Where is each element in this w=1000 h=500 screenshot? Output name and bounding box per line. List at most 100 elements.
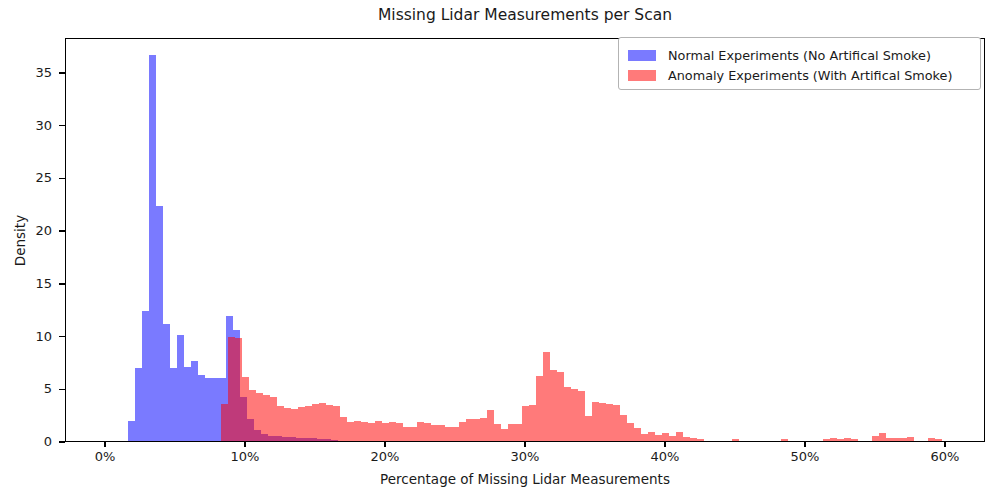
histogram-bar [872, 436, 879, 441]
histogram-bar [837, 439, 844, 441]
histogram-bar [375, 421, 382, 441]
legend: Normal Experiments (No Artifical Smoke) … [618, 37, 981, 90]
histogram-bar [627, 423, 634, 441]
histogram-bar [844, 438, 851, 441]
histogram-bar [606, 404, 613, 441]
x-axis-label: Percentage of Missing Lidar Measurements [65, 471, 985, 487]
histogram-bar [424, 423, 431, 441]
histogram-bar [263, 395, 270, 441]
histogram-bar [361, 422, 368, 441]
histogram-bar [634, 428, 641, 441]
histogram-bar [676, 432, 683, 441]
chart-title: Missing Lidar Measurements per Scan [65, 6, 985, 24]
histogram-bar [893, 438, 900, 441]
histogram-bar [683, 437, 690, 441]
y-tick-mark [59, 389, 65, 391]
histogram-bar [389, 422, 396, 441]
histogram-bar [319, 403, 326, 441]
legend-entry-anomaly: Anomaly Experiments (With Artifical Smok… [628, 65, 980, 85]
histogram-bar [522, 406, 529, 441]
histogram-bar [907, 437, 914, 441]
y-tick-mark [59, 283, 65, 285]
y-tick-mark [59, 230, 65, 232]
y-tick-mark [59, 178, 65, 180]
histogram-bar [697, 439, 704, 441]
anomaly-series-layer [66, 39, 984, 441]
y-tick-label: 15 [0, 276, 52, 292]
histogram-bar [851, 439, 858, 441]
histogram-bar [354, 421, 361, 441]
histogram-bar [452, 427, 459, 441]
histogram-bar [515, 424, 522, 441]
histogram-bar [298, 407, 305, 441]
histogram-bar [417, 422, 424, 441]
x-tick-label: 10% [215, 449, 275, 464]
figure: Missing Lidar Measurements per Scan Dens… [0, 0, 1000, 500]
histogram-bar [326, 405, 333, 441]
histogram-bar [291, 409, 298, 441]
y-axis-label: Density [12, 209, 29, 273]
histogram-bar [879, 433, 886, 441]
legend-entry-normal: Normal Experiments (No Artifical Smoke) [628, 45, 980, 65]
histogram-bar [508, 424, 515, 441]
histogram-bar [431, 425, 438, 441]
x-tick-mark [804, 442, 806, 447]
histogram-bar [333, 406, 340, 441]
histogram-bar [396, 423, 403, 441]
histogram-bar [501, 429, 508, 441]
histogram-bar [347, 422, 354, 441]
histogram-bar [648, 432, 655, 441]
histogram-bar [550, 370, 557, 441]
y-tick-label: 30 [0, 118, 52, 134]
histogram-bar [900, 438, 907, 441]
histogram-bar [529, 405, 536, 441]
histogram-bar [830, 438, 837, 441]
histogram-bar [480, 418, 487, 441]
y-tick-mark [59, 336, 65, 338]
histogram-bar [277, 406, 284, 441]
histogram-bar [592, 402, 599, 441]
x-tick-mark [104, 442, 106, 447]
histogram-bar [564, 387, 571, 441]
histogram-bar [571, 389, 578, 441]
y-tick-mark [59, 72, 65, 74]
x-tick-label: 0% [75, 449, 135, 464]
histogram-bar [445, 427, 452, 441]
histogram-bar [886, 438, 893, 441]
histogram-bar [242, 377, 249, 441]
histogram-bar [732, 439, 739, 441]
histogram-bar [270, 397, 277, 441]
histogram-bar [466, 419, 473, 441]
y-tick-label: 10 [0, 329, 52, 345]
histogram-bar [823, 439, 830, 441]
histogram-bar [557, 372, 564, 441]
histogram-bar [473, 419, 480, 441]
x-tick-label: 30% [495, 449, 555, 464]
anomaly-series-swatch [628, 70, 656, 81]
y-tick-mark [59, 441, 65, 443]
histogram-bar [928, 438, 935, 441]
x-tick-label: 50% [775, 449, 835, 464]
histogram-bar [494, 424, 501, 441]
histogram-bar [228, 337, 235, 441]
legend-label-normal: Normal Experiments (No Artifical Smoke) [668, 48, 931, 63]
histogram-bar [403, 427, 410, 441]
histogram-bar [935, 439, 942, 441]
histogram-bar [662, 433, 669, 441]
histogram-bar [438, 425, 445, 441]
y-tick-mark [59, 125, 65, 127]
histogram-bar [781, 439, 788, 441]
histogram-bar [669, 436, 676, 441]
legend-label-anomaly: Anomaly Experiments (With Artifical Smok… [668, 68, 952, 83]
x-tick-mark [944, 442, 946, 447]
x-tick-mark [244, 442, 246, 447]
y-tick-label: 20 [0, 223, 52, 239]
y-tick-label: 0 [0, 434, 52, 450]
histogram-bar [368, 423, 375, 441]
y-tick-label: 5 [0, 381, 52, 397]
histogram-bar [655, 435, 662, 441]
histogram-bar [613, 405, 620, 441]
histogram-bar [249, 390, 256, 441]
histogram-bar [382, 423, 389, 441]
histogram-bar [256, 393, 263, 442]
